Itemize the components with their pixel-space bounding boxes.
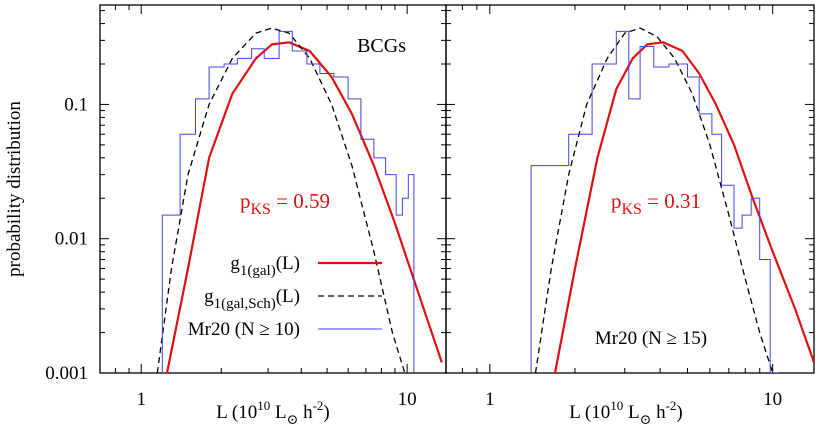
x-label-exp1: 10 <box>257 398 270 413</box>
legend-entry-label: Mr20 (N ≥ 15) <box>595 328 707 349</box>
x-label-l: L <box>623 402 639 423</box>
y-tick-label: 0.01 <box>55 229 88 250</box>
x-axis-label-right: L (1010 L⊙ h-2) <box>569 398 683 428</box>
plot-frame <box>445 4 815 374</box>
y-tick-label: 0.001 <box>45 363 88 384</box>
x-tick-label: 10 <box>763 389 782 410</box>
histogram-series <box>530 30 779 373</box>
x-label-exp2: -2 <box>666 398 677 413</box>
x-axis-label-left: L (1010 L⊙ h-2) <box>216 398 330 428</box>
y-axis-label: probability distribution <box>4 101 25 277</box>
legend-entry-label: g1(gal)(L) <box>230 253 300 279</box>
x-tick-label: 1 <box>136 389 146 410</box>
panel-right: 1 10 pKS = 0.31 Mr20 (N ≥ 15) <box>445 4 815 410</box>
x-label-main: L (10 <box>216 402 257 423</box>
g1-gal-sch-curve <box>156 27 406 373</box>
x-label-h: h <box>651 402 666 423</box>
panel-label: BCGs <box>357 35 406 57</box>
x-label-h: h <box>298 402 313 423</box>
x-label-exp1: 10 <box>610 398 623 413</box>
x-label-close: ) <box>323 402 329 423</box>
x-label-exp2: -2 <box>313 398 324 413</box>
x-tick-label: 10 <box>398 389 417 410</box>
g1-gal-sch-curve <box>534 27 774 373</box>
y-tick-label: 0.1 <box>64 94 88 115</box>
x-label-sun: ⊙ <box>287 413 299 428</box>
histogram-series <box>161 30 415 373</box>
legend-entry-label: Mr20 (N ≥ 10) <box>188 319 300 340</box>
g1-gal-curve <box>553 41 814 373</box>
pks-annotation: pKS = 0.31 <box>611 189 701 218</box>
x-tick-label: 1 <box>485 389 495 410</box>
x-label-sun: ⊙ <box>640 413 652 428</box>
x-label-main: L (10 <box>569 402 610 423</box>
x-label-close: ) <box>676 402 682 423</box>
pks-annotation: pKS = 0.59 <box>240 189 330 218</box>
legend-entry-label: g1(gal,Sch)(L) <box>204 286 300 312</box>
panel-left: 1 10 0.001 0.01 0.1 BCGs pKS = 0.59 g1(gal)(L) g… <box>45 4 447 410</box>
x-label-l: L <box>270 402 286 423</box>
